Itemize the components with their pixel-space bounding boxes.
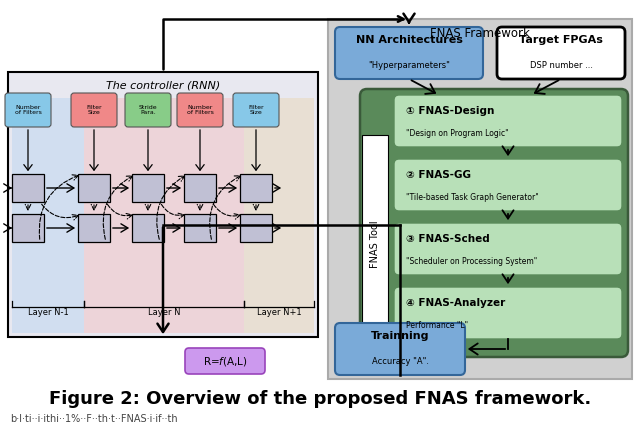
FancyBboxPatch shape: [125, 93, 171, 127]
FancyBboxPatch shape: [360, 89, 628, 357]
Text: FNAS Tool: FNAS Tool: [370, 220, 380, 268]
FancyBboxPatch shape: [394, 159, 622, 211]
Text: ② FNAS-GG: ② FNAS-GG: [406, 170, 471, 180]
Text: Accuracy "A".: Accuracy "A".: [371, 357, 429, 365]
FancyBboxPatch shape: [71, 93, 117, 127]
Text: Filter
Size: Filter Size: [86, 104, 102, 115]
Text: Figure 2: Overview of the proposed FNAS framework.: Figure 2: Overview of the proposed FNAS …: [49, 390, 591, 408]
Text: FNAS Framework: FNAS Framework: [430, 27, 530, 40]
Text: Target FPGAs: Target FPGAs: [519, 35, 603, 45]
Bar: [184, 174, 216, 202]
Text: Layer N: Layer N: [148, 308, 180, 317]
Text: Layer N-1: Layer N-1: [28, 308, 68, 317]
FancyBboxPatch shape: [185, 348, 265, 374]
FancyBboxPatch shape: [233, 93, 279, 127]
Text: Trainning: Trainning: [371, 331, 429, 341]
Bar: [244, 98, 314, 333]
Text: Number
of Filters: Number of Filters: [187, 104, 213, 115]
Bar: [132, 174, 164, 202]
Text: ③ FNAS-Sched: ③ FNAS-Sched: [406, 234, 490, 244]
FancyBboxPatch shape: [177, 93, 223, 127]
Bar: [184, 214, 216, 242]
Text: "Design on Program Logic": "Design on Program Logic": [406, 128, 509, 138]
Text: Layer N+1: Layer N+1: [257, 308, 301, 317]
Bar: [8, 72, 318, 337]
Text: Stride
Para.: Stride Para.: [139, 104, 157, 115]
FancyBboxPatch shape: [335, 323, 465, 375]
Bar: [240, 174, 272, 202]
FancyBboxPatch shape: [497, 27, 625, 79]
Text: NN Architectures: NN Architectures: [356, 35, 463, 45]
Text: b·l·ti··i·ithi··1%··F··th·t··FNAS·i·if··th: b·l·ti··i·ithi··1%··F··th·t··FNAS·i·if··…: [10, 414, 178, 424]
Text: "Tile-based Task Graph Generator": "Tile-based Task Graph Generator": [406, 193, 539, 201]
Text: "Hyperparameters": "Hyperparameters": [368, 62, 450, 70]
Bar: [78, 174, 110, 202]
FancyBboxPatch shape: [394, 223, 622, 275]
Text: Filter
Size: Filter Size: [248, 104, 264, 115]
Bar: [362, 135, 388, 353]
Text: ④ FNAS-Analyzer: ④ FNAS-Analyzer: [406, 298, 505, 308]
Bar: [12, 174, 44, 202]
Bar: [84, 98, 244, 333]
Text: R=$f$(A,L): R=$f$(A,L): [202, 354, 248, 368]
Bar: [78, 214, 110, 242]
Bar: [12, 214, 44, 242]
FancyBboxPatch shape: [335, 27, 483, 79]
FancyBboxPatch shape: [394, 95, 622, 147]
Bar: [240, 214, 272, 242]
FancyBboxPatch shape: [5, 93, 51, 127]
Bar: [328, 19, 632, 379]
Bar: [12, 98, 84, 333]
Text: ① FNAS-Design: ① FNAS-Design: [406, 106, 494, 116]
Text: The controller (RNN): The controller (RNN): [106, 80, 220, 90]
Text: Performance "L": Performance "L": [406, 320, 468, 329]
Text: "Scheduler on Processing System": "Scheduler on Processing System": [406, 257, 537, 266]
FancyBboxPatch shape: [394, 287, 622, 339]
Bar: [132, 214, 164, 242]
Text: Number
of Filters: Number of Filters: [15, 104, 42, 115]
Text: DSP number ...: DSP number ...: [529, 62, 593, 70]
